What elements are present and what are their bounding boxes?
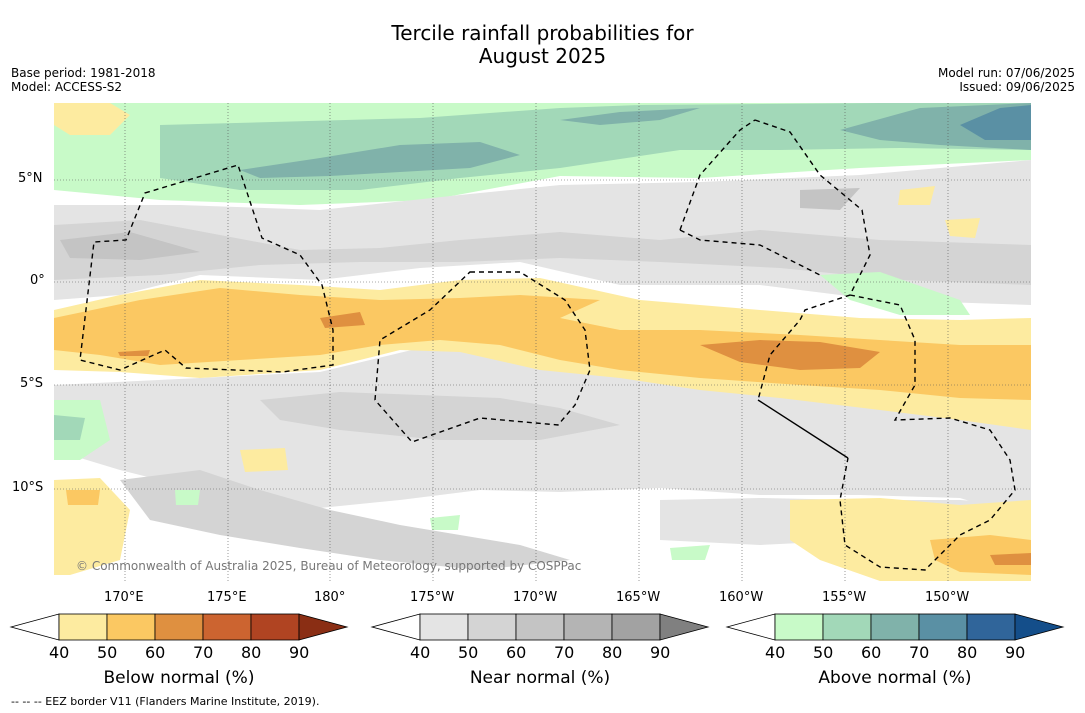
cb1-tick: 90 bbox=[289, 643, 310, 662]
lat-label: 5°N bbox=[18, 171, 43, 186]
cb1-under-arrow bbox=[9, 613, 60, 641]
cb3-bin-40 bbox=[774, 613, 824, 641]
lat-label: 10°S bbox=[12, 480, 44, 495]
near-normal-60-north bbox=[60, 232, 200, 260]
lon-label: 170°W bbox=[513, 590, 558, 605]
above-normal-east-patch bbox=[820, 272, 970, 315]
cb2-tick: 90 bbox=[650, 643, 671, 662]
cb3-tick: 50 bbox=[813, 643, 834, 662]
cb1-bin-80 bbox=[250, 613, 300, 641]
cb3-bin-70 bbox=[918, 613, 968, 641]
copyright-credit: © Commonwealth of Australia 2025, Bureau… bbox=[76, 559, 582, 573]
cb3-under-arrow bbox=[725, 613, 776, 641]
cb2-title: Near normal (%) bbox=[469, 668, 611, 688]
cb3-tick: 80 bbox=[957, 643, 978, 662]
above-normal-60-ne bbox=[560, 108, 700, 125]
cb2-tick: 60 bbox=[506, 643, 527, 662]
cb3-title: Above normal (%) bbox=[818, 668, 972, 688]
lon-label: 155°W bbox=[822, 590, 867, 605]
cb2-tick: 80 bbox=[602, 643, 623, 662]
cb3-tick: 40 bbox=[765, 643, 786, 662]
lon-label: 150°W bbox=[925, 590, 970, 605]
cb1-title: Below normal (%) bbox=[103, 668, 255, 688]
above-normal-south-patch bbox=[175, 490, 200, 505]
cb1-tick: 70 bbox=[193, 643, 214, 662]
near-normal-50-north bbox=[54, 220, 1031, 285]
colorbar-above-normal bbox=[725, 613, 1065, 641]
below-normal-60-east bbox=[700, 340, 880, 370]
lon-label: 165°W bbox=[616, 590, 661, 605]
cb1-tick: 50 bbox=[97, 643, 118, 662]
map-title-line2: August 2025 bbox=[478, 44, 607, 68]
cb3-tick: 90 bbox=[1005, 643, 1026, 662]
colorbar-near-normal bbox=[370, 613, 710, 641]
below-normal-mid-patch bbox=[240, 448, 288, 472]
lon-label: 175°E bbox=[207, 590, 247, 605]
map-title-line1: Tercile rainfall probabilities for bbox=[391, 21, 694, 45]
above-normal-south-patch3 bbox=[430, 515, 460, 530]
cb2-tick: 40 bbox=[410, 643, 431, 662]
cb2-tick: 70 bbox=[554, 643, 575, 662]
model-name: Model: ACCESS-S2 bbox=[11, 80, 123, 94]
base-period: Base period: 1981-2018 bbox=[11, 66, 156, 80]
cb2-bin-70 bbox=[563, 613, 613, 641]
below-normal-ne-patch2 bbox=[945, 218, 980, 238]
eez-border-french-polynesia bbox=[839, 294, 1016, 571]
eez-border-tuvalu bbox=[79, 164, 334, 373]
above-normal-south-patch2 bbox=[670, 545, 710, 560]
near-normal-50-sw bbox=[120, 470, 570, 570]
cb3-bin-60 bbox=[870, 613, 920, 641]
model-run: Model run: 07/06/2025 bbox=[937, 66, 1075, 80]
eez-border-tokelau bbox=[374, 271, 591, 443]
cb2-tick: 50 bbox=[458, 643, 479, 662]
below-normal-north-patch bbox=[54, 103, 130, 135]
lon-label: 180° bbox=[314, 590, 346, 605]
near-normal-50-south bbox=[260, 392, 620, 440]
below-normal-sw-50 bbox=[66, 490, 100, 505]
lon-label: 160°W bbox=[719, 590, 764, 605]
near-normal-north bbox=[54, 160, 1031, 305]
cb1-bin-50 bbox=[106, 613, 156, 641]
eez-borders bbox=[79, 119, 1016, 571]
cb2-bin-40 bbox=[419, 613, 469, 641]
below-normal-ne-patch bbox=[898, 186, 935, 205]
eez-border-cook-islands bbox=[679, 119, 821, 276]
above-normal-60-north bbox=[240, 142, 520, 178]
lon-label: 175°W bbox=[410, 590, 455, 605]
colorbar-below-normal bbox=[9, 613, 349, 641]
cb2-bin-60 bbox=[515, 613, 565, 641]
cb3-tick: 70 bbox=[909, 643, 930, 662]
cb3-bin-80 bbox=[966, 613, 1016, 641]
lat-label: 0° bbox=[30, 273, 45, 288]
eez-border-solid bbox=[757, 399, 849, 459]
cb2-over-arrow bbox=[659, 613, 710, 641]
lon-label: 170°E bbox=[104, 590, 144, 605]
gridlines bbox=[54, 103, 1031, 581]
cb1-bin-70 bbox=[202, 613, 252, 641]
above-normal-80-ne bbox=[960, 105, 1031, 140]
cb3-over-arrow bbox=[1014, 613, 1065, 641]
below-normal-50-band bbox=[54, 288, 1031, 400]
lat-label: 5°S bbox=[20, 376, 44, 391]
eez-border-line-islands bbox=[754, 119, 871, 401]
cb2-bin-50 bbox=[467, 613, 517, 641]
cb1-bin-40 bbox=[58, 613, 108, 641]
below-normal-60-west2 bbox=[118, 350, 150, 356]
eez-legend-note: -- -- -- EEZ border V11 (Flanders Marine… bbox=[11, 695, 320, 708]
below-normal-se-60 bbox=[990, 553, 1031, 565]
cb1-tick: 80 bbox=[241, 643, 262, 662]
cb2-bin-80 bbox=[611, 613, 661, 641]
above-normal-sw-50 bbox=[54, 415, 85, 440]
cb1-tick: 40 bbox=[49, 643, 70, 662]
cb2-under-arrow bbox=[370, 613, 421, 641]
cb3-tick: 60 bbox=[861, 643, 882, 662]
cb1-tick: 60 bbox=[145, 643, 166, 662]
cb1-bin-60 bbox=[154, 613, 204, 641]
cb1-over-arrow bbox=[298, 613, 349, 641]
issued-date: Issued: 09/06/2025 bbox=[959, 80, 1075, 94]
cb3-bin-50 bbox=[822, 613, 872, 641]
